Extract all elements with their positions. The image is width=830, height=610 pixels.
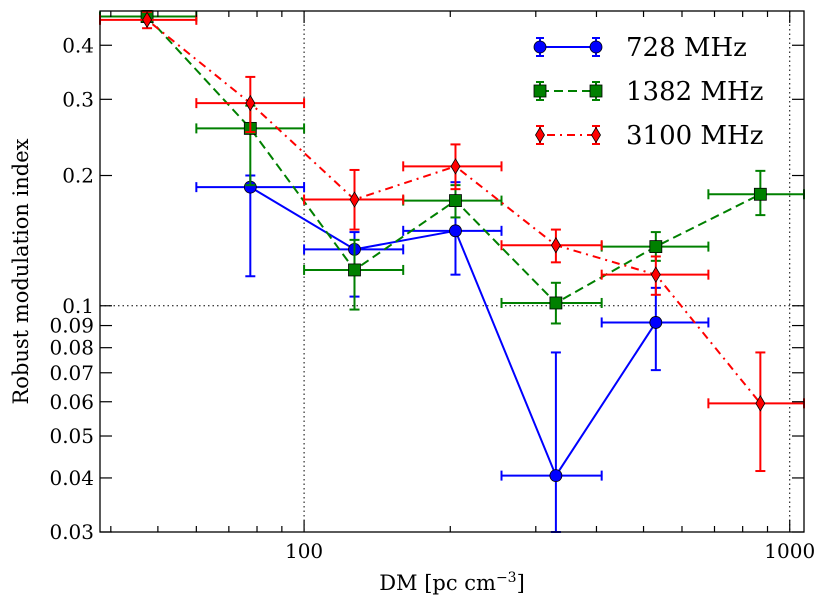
series-3100-mhz (99, 10, 805, 473)
legend-marker-3100-mhz-0 (535, 126, 545, 144)
series-1382-mhz (99, 10, 805, 325)
legend: 728 MHz 1382 MHz 3100 MHz (533, 33, 763, 151)
point-1382-mhz-5-marker (649, 240, 663, 254)
x-tick-label-100: 100 (285, 539, 323, 563)
y-tick-label-0-04: 0.04 (49, 466, 94, 490)
legend-label-728-mhz: 728 MHz (626, 33, 747, 63)
x-tick-label-1000: 1000 (764, 539, 815, 563)
point-3100-mhz-0-marker (142, 11, 153, 29)
reference-lines (100, 11, 804, 532)
point-3100-mhz-2-marker (349, 191, 360, 208)
point-728-mhz-2-marker (449, 224, 462, 238)
point-3100-mhz-1-marker (245, 94, 256, 112)
point-3100-mhz-4-marker (550, 236, 561, 254)
y-tick-label-0-07: 0.07 (49, 361, 94, 385)
point-3100-mhz-3-marker (450, 158, 461, 175)
y-tick-label-0-03: 0.03 (49, 520, 94, 544)
legend-marker-1382-mhz-1 (589, 84, 603, 98)
y-tick-label-0-05: 0.05 (49, 424, 94, 448)
y-tick-label-0-2: 0.2 (62, 164, 94, 188)
legend-marker-728-mhz-0 (533, 40, 547, 54)
legend-marker-728-mhz-1 (589, 40, 603, 54)
point-1382-mhz-3-marker (449, 194, 462, 208)
y-tick-label-0-4: 0.4 (62, 33, 94, 57)
legend-entry-728-mhz: 728 MHz (533, 33, 747, 63)
legend-label-3100-mhz: 3100 MHz (626, 121, 763, 151)
legend-marker-1382-mhz-0 (533, 84, 547, 98)
y-tick-label-0-08: 0.08 (49, 336, 94, 360)
y-tick-label-0-06: 0.06 (49, 390, 94, 414)
y-tick-label-0-09: 0.09 (49, 314, 94, 338)
point-1382-mhz-2-marker (348, 263, 361, 277)
point-1382-mhz-4-marker (549, 296, 563, 310)
series-728-mhz (195, 174, 710, 533)
y-axis-label: Robust modulation index (9, 138, 33, 404)
legend-label-1382-mhz: 1382 MHz (626, 77, 763, 107)
legend-marker-3100-mhz-1 (591, 126, 601, 144)
y-tick-label-0-3: 0.3 (62, 87, 94, 111)
point-3100-mhz-5-marker (650, 266, 661, 283)
tick-labels: 100 1000 0.4 0.3 0.2 0.10.090.080.07 0.06 0.05 0… (49, 33, 815, 563)
series-layer (99, 10, 805, 533)
x-axis-label: DM [pc cm−3] (379, 570, 525, 595)
y-tick-label-0-1: 0.1 (62, 294, 94, 318)
legend-entry-1382-mhz: 1382 MHz (533, 77, 763, 107)
plot-frame (99, 10, 805, 533)
point-728-mhz-3-marker (549, 469, 563, 483)
point-728-mhz-4-marker (649, 316, 663, 329)
point-1382-mhz-6-marker (753, 187, 767, 201)
legend-entry-3100-mhz: 3100 MHz (535, 121, 763, 151)
ticks-layer (100, 11, 804, 533)
point-3100-mhz-6-marker (755, 395, 766, 412)
